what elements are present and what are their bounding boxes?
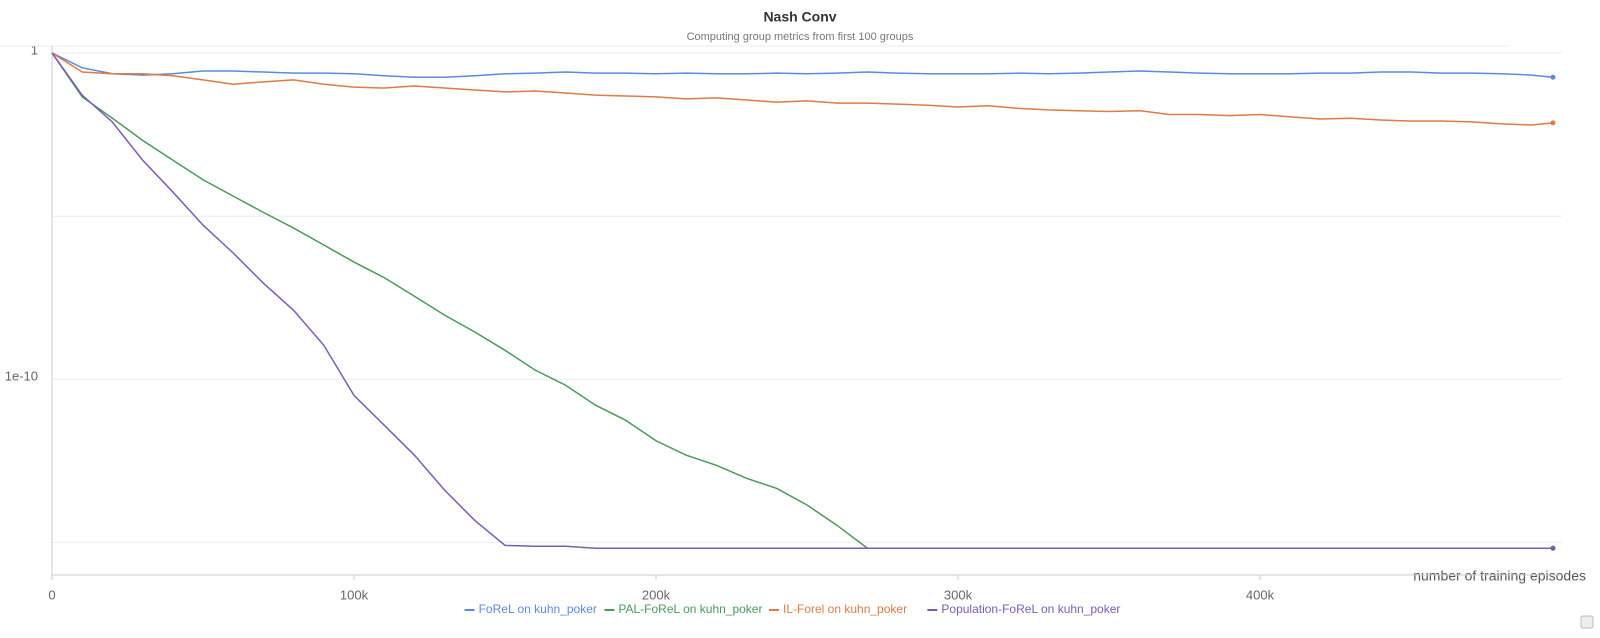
series-line: [51, 52, 1554, 126]
series-line: [51, 52, 1553, 550]
x-tick-label: 300k: [944, 587, 973, 602]
y-tick-label: 1: [31, 42, 38, 57]
legend-label: FoReL on kuhn_poker: [479, 602, 597, 616]
y-tick-label: 1e-10: [5, 369, 38, 384]
x-tick-label: 100k: [340, 587, 369, 602]
x-tick-label: 400k: [1246, 587, 1275, 602]
x-tick-label: 0: [48, 587, 55, 602]
x-tick-label: 200k: [642, 587, 671, 602]
end-marker: [1550, 120, 1556, 126]
chart-title: Nash Conv: [763, 9, 836, 25]
legend-label: IL-Forel on kuhn_poker: [783, 602, 907, 616]
end-marker: [1550, 74, 1556, 80]
x-axis-label: number of training episodes: [1413, 568, 1586, 584]
legend-label: Population-FoReL on kuhn_poker: [941, 602, 1120, 616]
end-marker: [1550, 545, 1556, 551]
series-line: [51, 52, 1554, 79]
series-line: [51, 52, 1553, 550]
legend-label: PAL-FoReL on kuhn_poker: [618, 602, 762, 616]
legend-toggle[interactable]: [1580, 615, 1594, 629]
chart-subtitle: Computing group metrics from first 100 g…: [687, 31, 914, 43]
